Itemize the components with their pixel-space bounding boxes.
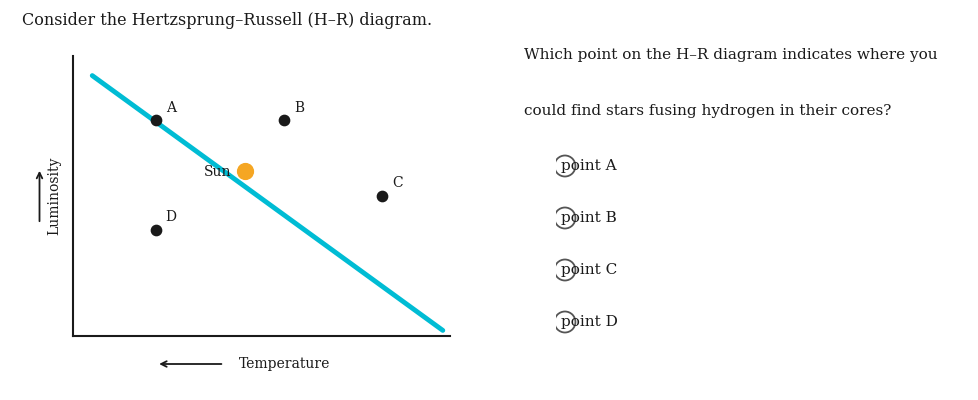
Text: point B: point B <box>560 211 616 225</box>
Text: point C: point C <box>560 263 616 277</box>
Point <box>277 117 292 124</box>
Text: point D: point D <box>560 315 617 329</box>
Text: A: A <box>165 101 176 115</box>
Text: could find stars fusing hydrogen in their cores?: could find stars fusing hydrogen in thei… <box>523 104 890 118</box>
Point <box>237 168 252 174</box>
Text: Sun: Sun <box>203 165 231 179</box>
Text: B: B <box>293 101 304 115</box>
Text: Temperature: Temperature <box>239 357 331 371</box>
Text: Luminosity: Luminosity <box>47 157 61 235</box>
Point <box>149 117 164 124</box>
Text: point A: point A <box>560 159 616 173</box>
Text: Which point on the H–R diagram indicates where you: Which point on the H–R diagram indicates… <box>523 48 936 62</box>
Text: Consider the Hertzsprung–Russell (H–R) diagram.: Consider the Hertzsprung–Russell (H–R) d… <box>22 12 431 29</box>
Text: C: C <box>391 176 402 190</box>
Point <box>375 193 390 199</box>
Text: D: D <box>165 210 177 224</box>
Point <box>149 226 164 233</box>
